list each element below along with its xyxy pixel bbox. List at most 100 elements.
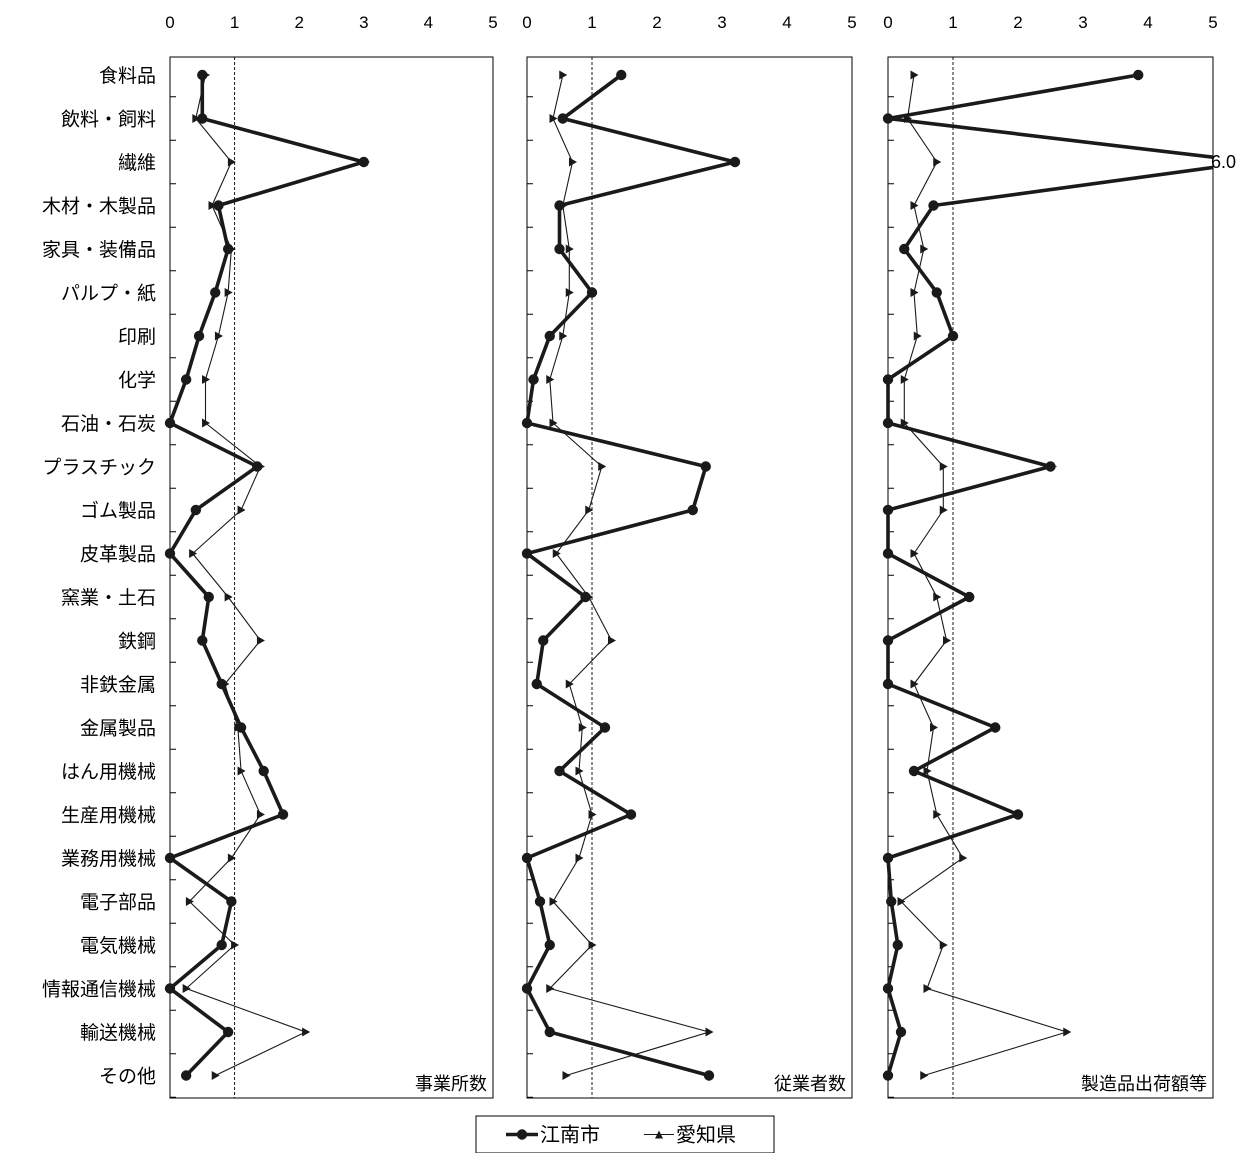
konan-marker [226, 896, 237, 907]
panel-frame [169, 56, 494, 1099]
konan-marker [886, 896, 897, 907]
aichi-marker [588, 810, 597, 819]
x-tick-label: 4 [782, 13, 791, 32]
konan-marker [544, 330, 555, 342]
konan-marker [554, 243, 565, 255]
konan-marker [882, 852, 894, 864]
panel-2: 0 1 2 3 4 5 従業者数 [521, 13, 857, 1099]
konan-marker [197, 113, 208, 124]
x-tick-label: 0 [522, 13, 531, 32]
konan-marker [964, 591, 975, 603]
konan-marker [931, 287, 942, 298]
panel-title: 製造品出荷額等 [1081, 1074, 1207, 1095]
x-tick-label: 1 [587, 13, 596, 32]
aichi-marker [933, 810, 942, 819]
category-label: 化学 [118, 370, 156, 392]
series-line [522, 73, 736, 1078]
category-label: 電気機械 [80, 935, 156, 957]
category-label: 非鉄金属 [80, 674, 156, 696]
x-tick-label: 2 [652, 13, 661, 32]
konan-marker [258, 765, 269, 777]
aichi-marker [549, 897, 558, 906]
aichi-marker [237, 766, 246, 776]
konan-marker [222, 1026, 234, 1038]
category-label: 情報通信機械 [42, 979, 156, 1001]
x-tick-label: 3 [1078, 13, 1087, 32]
category-label: ゴム製品 [80, 500, 156, 522]
aichi-marker [189, 549, 198, 558]
konan-marker [882, 374, 894, 385]
konan-marker [908, 765, 920, 777]
konan-marker [521, 983, 533, 994]
legend: 江南市 愛知県 [475, 1115, 775, 1153]
aichi-marker [562, 1071, 571, 1080]
series-line [185, 74, 308, 1076]
panel-title: 従業者数 [774, 1074, 846, 1095]
aichi-marker [910, 679, 919, 689]
konan-marker [990, 722, 1001, 733]
category-label: 食料品 [99, 65, 156, 87]
aichi-marker [920, 1071, 929, 1080]
aichi-marker [224, 592, 233, 602]
x-tick-label: 5 [847, 13, 856, 32]
konan-marker [899, 243, 910, 255]
legend-marker-konan [516, 1129, 528, 1140]
konan-marker [252, 461, 263, 472]
category-label: 鉄鋼 [118, 631, 156, 653]
konan-marker [210, 287, 221, 298]
aichi-marker [923, 984, 932, 993]
konan-marker [164, 852, 176, 864]
konan-marker [882, 417, 894, 429]
panel-1: 0 1 2 3 4 5 事業所数 [164, 13, 498, 1099]
aichi-marker [939, 940, 948, 950]
aichi-marker [930, 723, 938, 732]
x-tick-label: 3 [359, 13, 368, 32]
konan-marker [703, 1070, 715, 1081]
aichi-marker [559, 70, 568, 80]
aichi-marker [900, 375, 909, 384]
panel-3: 0 1 2 3 4 5 製造品出荷額等 6.0 [882, 13, 1236, 1099]
aichi-marker [224, 288, 233, 297]
aichi-marker [546, 984, 555, 993]
aichi-marker [585, 505, 594, 515]
konan-marker [616, 69, 627, 81]
category-label: 石油・石炭 [61, 413, 156, 435]
category-label: 業務用機械 [61, 848, 156, 870]
x-tick-label: 2 [1013, 13, 1022, 32]
konan-marker [531, 678, 542, 690]
aichi-marker [302, 1027, 311, 1037]
konan-marker [729, 156, 741, 168]
konan-marker [1045, 461, 1056, 472]
konan-marker [164, 417, 176, 429]
panel-title: 事業所数 [415, 1074, 487, 1095]
category-label: 金属製品 [80, 718, 156, 740]
konan-marker [197, 69, 208, 81]
series-aichi [182, 70, 311, 1080]
series-aichi [546, 70, 714, 1080]
category-label: 生産用機械 [61, 805, 156, 827]
aichi-marker [552, 549, 561, 558]
panel-frame [887, 56, 1214, 1099]
aichi-marker [578, 723, 587, 732]
series-konan [882, 69, 1213, 1081]
konan-marker [947, 330, 959, 342]
konan-marker [521, 417, 533, 429]
aichi-marker [920, 244, 929, 254]
aichi-marker [237, 505, 246, 515]
x-tick-label: 2 [294, 13, 303, 32]
aichi-marker [897, 897, 906, 906]
konan-marker [216, 939, 227, 951]
x-tick-label: 1 [948, 13, 957, 32]
konan-marker [625, 809, 637, 820]
category-label: プラスチック [42, 457, 156, 479]
konan-marker [164, 983, 176, 994]
aichi-marker [939, 505, 948, 515]
aichi-marker [923, 766, 932, 776]
aichi-marker [227, 157, 236, 167]
series-line [548, 74, 711, 1077]
category-label: 印刷 [118, 326, 156, 348]
konan-marker [882, 504, 894, 516]
konan-marker [193, 330, 205, 342]
aichi-marker [705, 1027, 714, 1037]
